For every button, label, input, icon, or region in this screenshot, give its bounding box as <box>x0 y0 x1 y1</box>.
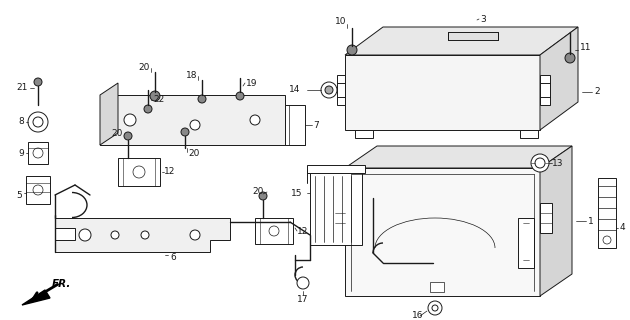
Polygon shape <box>345 55 540 130</box>
Text: 13: 13 <box>552 158 563 167</box>
Text: 15: 15 <box>290 188 302 197</box>
Text: 2: 2 <box>594 87 600 97</box>
Circle shape <box>133 166 145 178</box>
Circle shape <box>250 115 260 125</box>
Text: 6: 6 <box>170 253 176 262</box>
Text: 10: 10 <box>335 18 346 27</box>
Circle shape <box>28 112 48 132</box>
Bar <box>285 105 305 145</box>
Text: 22: 22 <box>153 95 164 105</box>
Circle shape <box>603 236 611 244</box>
Polygon shape <box>540 75 550 105</box>
Circle shape <box>432 305 438 311</box>
Text: 19: 19 <box>246 78 258 87</box>
Circle shape <box>325 86 333 94</box>
Polygon shape <box>335 203 345 233</box>
Text: 12: 12 <box>164 167 175 177</box>
Polygon shape <box>540 27 578 130</box>
Polygon shape <box>448 32 498 40</box>
Circle shape <box>181 128 189 136</box>
Circle shape <box>79 229 91 241</box>
Text: 4: 4 <box>620 223 626 233</box>
Circle shape <box>33 148 43 158</box>
Circle shape <box>565 53 575 63</box>
Polygon shape <box>100 83 118 145</box>
Text: 7: 7 <box>313 121 319 130</box>
Text: FR.: FR. <box>52 279 71 289</box>
Text: 8: 8 <box>18 117 24 126</box>
Polygon shape <box>100 133 303 145</box>
Circle shape <box>33 185 43 195</box>
Circle shape <box>190 120 200 130</box>
Text: 12: 12 <box>297 227 308 236</box>
Text: 17: 17 <box>297 295 309 305</box>
Text: 21: 21 <box>16 84 28 92</box>
Circle shape <box>144 105 152 113</box>
Bar <box>518 218 534 268</box>
Circle shape <box>124 132 132 140</box>
Circle shape <box>535 158 545 168</box>
Polygon shape <box>540 146 572 296</box>
Polygon shape <box>540 203 552 233</box>
Polygon shape <box>345 168 540 296</box>
Text: 5: 5 <box>16 190 22 199</box>
Text: 1: 1 <box>588 217 593 226</box>
Circle shape <box>141 231 149 239</box>
Circle shape <box>347 45 357 55</box>
Polygon shape <box>345 27 578 55</box>
Text: 3: 3 <box>480 14 486 23</box>
Polygon shape <box>355 130 373 138</box>
Circle shape <box>297 277 309 289</box>
Text: 20: 20 <box>252 188 264 196</box>
Text: 20: 20 <box>139 62 150 71</box>
Circle shape <box>150 91 160 101</box>
Circle shape <box>111 231 119 239</box>
Polygon shape <box>520 130 538 138</box>
Polygon shape <box>100 95 285 145</box>
Circle shape <box>269 226 279 236</box>
Polygon shape <box>345 146 572 168</box>
Circle shape <box>190 230 200 240</box>
Bar <box>255 218 293 244</box>
Circle shape <box>34 78 42 86</box>
Circle shape <box>259 192 267 200</box>
Text: 14: 14 <box>289 85 300 94</box>
Text: 11: 11 <box>580 44 592 52</box>
Text: 20: 20 <box>112 129 123 138</box>
Bar <box>430 282 444 292</box>
Bar <box>26 176 50 204</box>
Bar <box>118 158 160 186</box>
Circle shape <box>198 95 206 103</box>
Polygon shape <box>55 218 230 252</box>
Circle shape <box>321 82 337 98</box>
Bar <box>28 142 48 164</box>
Circle shape <box>236 92 244 100</box>
Bar <box>598 178 616 248</box>
Text: 9: 9 <box>18 148 24 157</box>
Circle shape <box>33 117 43 127</box>
Circle shape <box>428 301 442 315</box>
Polygon shape <box>310 173 362 245</box>
Polygon shape <box>307 165 365 173</box>
Circle shape <box>124 114 136 126</box>
Text: 16: 16 <box>411 311 423 320</box>
Polygon shape <box>337 75 345 105</box>
Text: 20: 20 <box>188 148 199 157</box>
Polygon shape <box>22 290 50 305</box>
Circle shape <box>531 154 549 172</box>
Text: 18: 18 <box>185 70 197 79</box>
